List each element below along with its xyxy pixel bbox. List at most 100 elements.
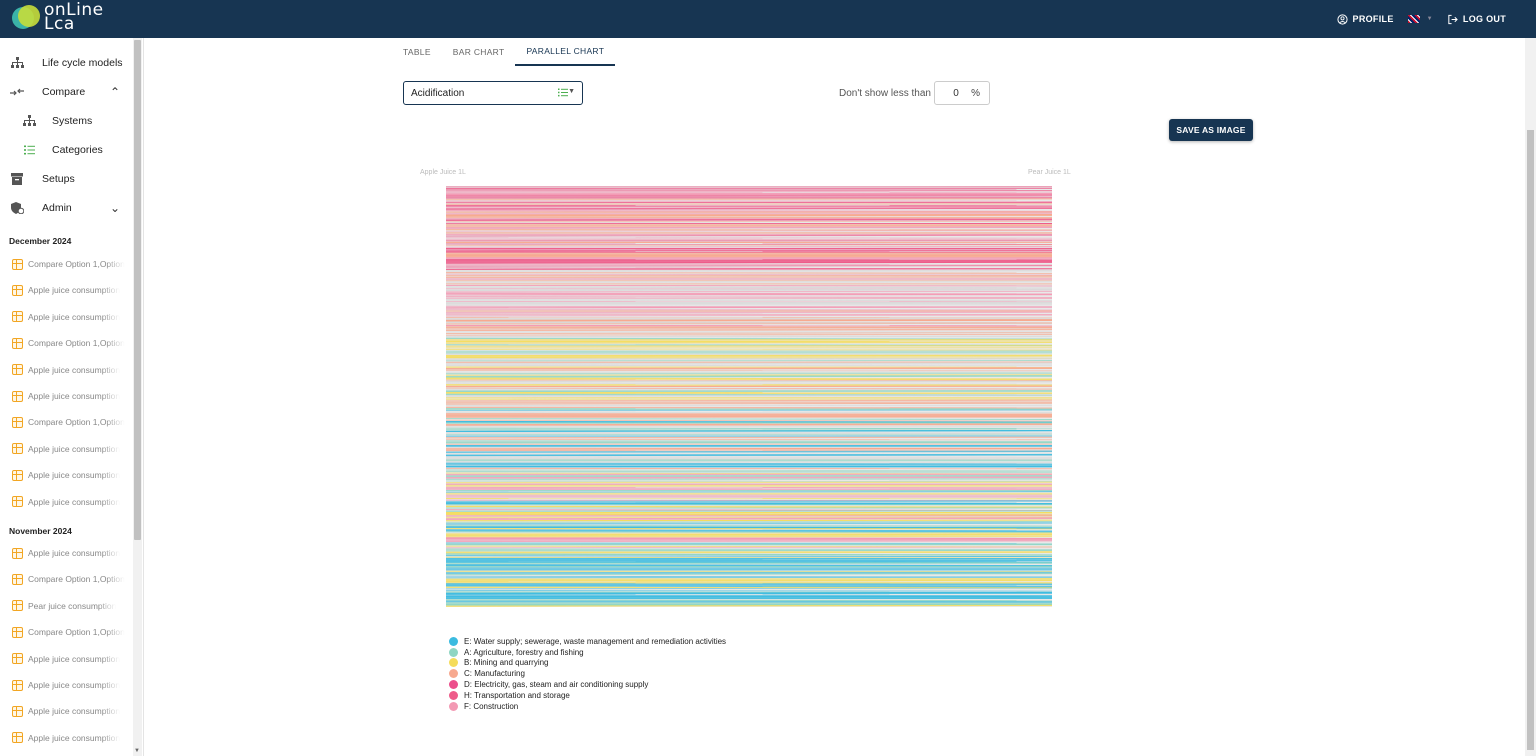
flow-line [446,548,1052,551]
top-app-bar: onLine Lca PROFILE ▼ LOG OUT [0,0,1536,38]
flow-line [446,421,1052,425]
legend-item[interactable]: C: Manufacturing [449,668,726,679]
sidebar-item-label: Categories [52,144,103,156]
history-item[interactable]: Compare Option 1,Option [12,569,132,589]
sidebar-item-life-cycle-models[interactable]: Life cycle models [0,50,132,76]
legend-item[interactable]: B: Mining and quarrying [449,658,726,669]
parallel-chart [446,186,1052,607]
table-grid-icon [12,679,23,691]
flow-line [446,357,1052,360]
impact-category-value: Acidification [411,87,465,99]
flow-line [446,576,1052,579]
flow-line [446,230,1052,232]
chevron-down-icon: ▼ [1426,16,1433,22]
legend-item[interactable]: D: Electricity, gas, steam and air condi… [449,679,726,690]
history-item[interactable]: Apple juice consumption [12,492,132,512]
legend-item[interactable]: E: Water supply; sewerage, waste managem… [449,636,726,647]
flow-line [446,206,1052,209]
history-item[interactable]: Apple juice consumption [12,465,132,485]
view-tabs: TABLE BAR CHART PARALLEL CHART [392,38,616,66]
flow-line [446,531,1052,533]
flow-line [446,280,1052,284]
flow-line [446,533,1052,536]
table-grid-icon [12,600,23,612]
history-item[interactable]: Apple juice consumption [12,280,132,300]
history-item[interactable]: Apple juice consumption [12,701,132,721]
flow-line [446,237,1052,239]
flow-line [446,579,1052,582]
legend-swatch [449,680,458,690]
tab-table[interactable]: TABLE [403,47,431,57]
flow-line [446,546,1052,549]
flow-line [446,517,1052,521]
history-item[interactable]: Apple juice consumption [12,439,132,459]
sidebar-item-compare[interactable]: Compare ⌃ [0,79,132,105]
hierarchy-icon [10,56,24,70]
history-item[interactable]: Apple juice consumption [12,386,132,406]
flow-line [446,394,1052,398]
profile-button[interactable]: PROFILE [1336,13,1394,25]
flow-line [446,505,1052,508]
flow-line [446,470,1052,473]
history-item-label: Apple juice consumption [28,391,121,401]
sidebar-item-setups[interactable]: Setups [0,166,132,192]
table-grid-icon [12,311,23,323]
legend-item[interactable]: F: Construction [449,701,726,712]
flow-line [446,362,1052,365]
legend-item[interactable]: A: Agriculture, forestry and fishing [449,647,726,658]
threshold-input[interactable] [943,86,969,100]
flow-line [446,532,1052,534]
history-item[interactable]: Compare Option 1,Option [12,254,132,274]
flow-line [446,522,1052,525]
legend-swatch [449,690,458,700]
chevron-up-icon[interactable]: ⌃ [109,85,120,99]
legend-label: B: Mining and quarrying [464,658,549,668]
history-item[interactable]: Apple juice consumption [12,543,132,563]
app-logo[interactable]: onLine Lca [12,0,104,34]
history-item[interactable]: Compare Option 1,Option [12,412,132,432]
flow-line [446,406,1052,409]
table-grid-icon [12,364,23,376]
table-grid-icon [12,705,23,717]
history-item[interactable]: Pear juice consumption [12,596,132,616]
table-grid-icon [12,653,23,665]
history-item-label: Pear juice consumption [28,600,117,611]
list-icon [558,88,568,97]
main-scrollbar[interactable] [1525,38,1536,756]
flow-line [446,542,1052,545]
tab-parallel-chart[interactable]: PARALLEL CHART [515,38,616,66]
legend-label: C: Manufacturing [464,669,525,679]
history-item-label: Apple juice consumption [28,680,121,690]
logout-button[interactable]: LOG OUT [1447,14,1506,25]
sidebar-item-categories[interactable]: Categories [0,137,132,163]
tab-bar-chart[interactable]: BAR CHART [452,47,505,57]
sidebar-item-admin[interactable]: Admin ⌄ [0,195,132,221]
sidebar-item-systems[interactable]: Systems [0,108,132,134]
language-selector[interactable]: ▼ [1407,15,1433,23]
chevron-down-icon[interactable]: ⌄ [109,201,120,215]
sidebar-item-label: Systems [52,115,93,127]
history-item[interactable]: Apple juice consumption [12,360,132,380]
flow-line [446,500,1052,503]
axis-label-left: Apple Juice 1L [420,169,466,176]
flow-line [446,319,1052,322]
flow-line [446,457,1052,461]
history-item[interactable]: Compare Option 1,Option [12,622,132,642]
save-as-image-button[interactable]: SAVE AS IMAGE [1169,119,1253,141]
history-item[interactable]: Compare Option 1,Option [12,333,132,353]
uk-flag-icon [1407,15,1420,23]
history-item[interactable]: Apple juice consumption [12,728,132,748]
history-item[interactable]: Apple juice consumption [12,649,132,669]
history-item[interactable]: Apple juice consumption [12,307,132,327]
history-item[interactable]: Apple juice consumption [12,675,132,695]
logo-text: onLine Lca [44,0,104,34]
flow-line [446,286,1052,289]
hierarchy-icon [22,114,36,128]
history-item-label: Apple juice consumption [28,311,121,322]
flow-line [446,476,1052,479]
flow-line [446,193,1052,196]
impact-category-select[interactable]: Acidification ▼ [403,81,583,105]
legend-item[interactable]: H: Transportation and storage [449,690,726,701]
sidebar-scrollbar[interactable]: ▼ [133,38,142,756]
history-item-label: Apple juice consumption [28,548,121,558]
